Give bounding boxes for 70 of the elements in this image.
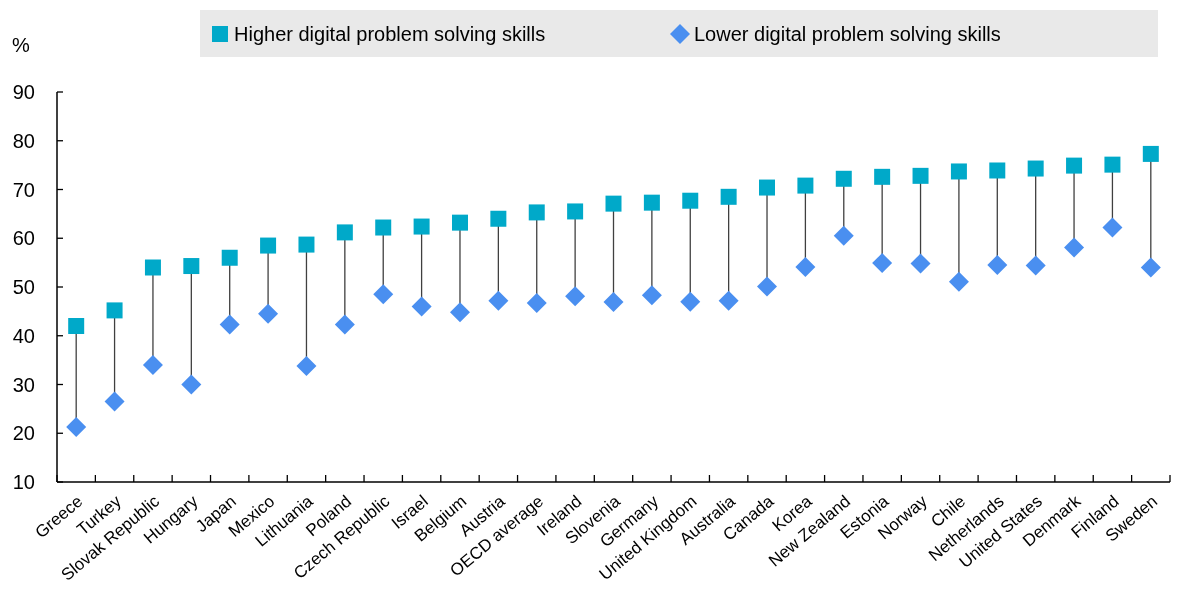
point xyxy=(181,374,202,395)
y-axis-title: % xyxy=(12,34,30,56)
y-tick-label: 40 xyxy=(12,324,35,347)
y-tick-label: 20 xyxy=(12,422,35,445)
point xyxy=(874,168,891,185)
y-tick-label: 60 xyxy=(12,227,35,250)
legend-label: Lower digital problem solving skills xyxy=(694,23,1001,45)
point xyxy=(1104,156,1121,173)
point xyxy=(144,259,161,276)
y-tick-label: 80 xyxy=(12,129,35,152)
point xyxy=(565,286,586,307)
point xyxy=(948,271,969,292)
point xyxy=(1140,257,1161,278)
point xyxy=(987,255,1008,276)
point xyxy=(68,318,85,334)
point xyxy=(641,285,662,306)
y-tick-label: 70 xyxy=(12,178,35,201)
point xyxy=(221,249,238,266)
legend-label: Higher digital problem solving skills xyxy=(234,23,546,45)
point xyxy=(66,416,87,437)
point xyxy=(682,192,699,209)
point xyxy=(680,291,701,312)
point xyxy=(912,167,929,184)
point xyxy=(1025,255,1046,276)
point xyxy=(260,237,277,254)
point xyxy=(603,292,624,313)
point xyxy=(1027,160,1044,177)
point xyxy=(296,355,317,376)
y-tick-label: 30 xyxy=(12,373,35,396)
point xyxy=(1102,217,1123,238)
point xyxy=(258,303,279,324)
point xyxy=(413,218,430,235)
point xyxy=(795,257,816,278)
point xyxy=(104,391,125,412)
point xyxy=(526,293,547,314)
point xyxy=(183,258,200,275)
point xyxy=(835,170,852,187)
point xyxy=(1066,157,1083,174)
y-tick-label: 10 xyxy=(12,471,35,493)
point xyxy=(567,203,584,220)
point xyxy=(373,284,394,305)
point xyxy=(797,177,814,194)
point xyxy=(142,355,163,375)
point xyxy=(1142,145,1159,162)
point xyxy=(106,302,123,319)
point xyxy=(219,314,240,335)
point xyxy=(528,204,545,221)
y-tick-label: 90 xyxy=(12,81,35,103)
point xyxy=(872,253,893,274)
point xyxy=(411,296,432,317)
point xyxy=(720,188,737,205)
point xyxy=(449,302,470,323)
point xyxy=(833,225,854,246)
point xyxy=(336,224,353,241)
point xyxy=(375,219,392,236)
point xyxy=(718,290,739,311)
point xyxy=(910,253,931,274)
point xyxy=(759,179,776,196)
point xyxy=(490,210,507,227)
point xyxy=(989,162,1006,179)
point xyxy=(1064,237,1085,258)
y-tick-label: 50 xyxy=(12,276,35,298)
point xyxy=(643,194,660,211)
point xyxy=(488,290,509,311)
point xyxy=(298,236,315,253)
point xyxy=(757,276,778,297)
point xyxy=(605,195,622,212)
point xyxy=(451,214,468,231)
point xyxy=(950,163,967,180)
point xyxy=(334,314,355,335)
